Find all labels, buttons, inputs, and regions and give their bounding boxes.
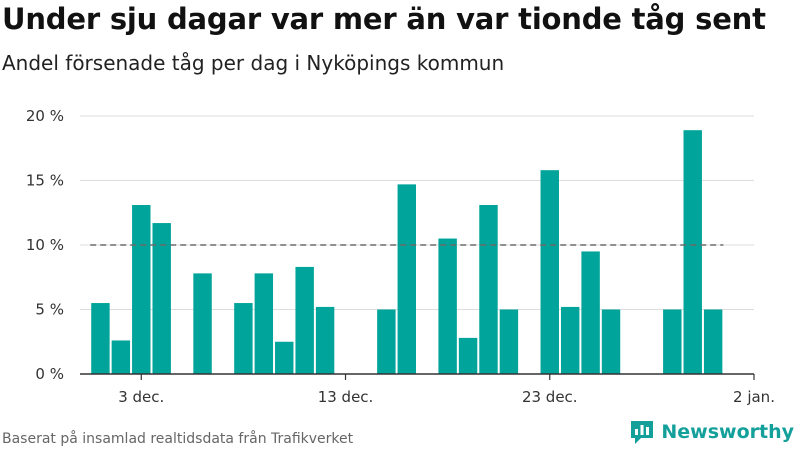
bar <box>560 306 580 374</box>
newsworthy-logo-icon <box>631 421 654 444</box>
chart-title: Under sju dagar var mer än var tionde tå… <box>2 2 766 36</box>
chart-subtitle: Andel försenade tåg per dag i Nyköpings … <box>2 51 505 75</box>
bar <box>458 337 478 374</box>
bar <box>315 306 335 374</box>
bar <box>438 238 457 374</box>
y-tick-label: 20 % <box>26 107 64 125</box>
bar <box>581 251 600 374</box>
bar <box>295 266 314 374</box>
bar <box>479 205 498 374</box>
bar <box>703 309 723 374</box>
source-note: Baserat på insamlad realtidsdata från Tr… <box>2 431 354 447</box>
y-tick-label: 0 % <box>35 365 64 383</box>
bar <box>601 309 621 374</box>
y-tick-label: 5 % <box>35 301 64 319</box>
bars <box>91 130 723 374</box>
x-tick-label: 23 dec. <box>522 388 578 406</box>
bar <box>683 130 702 374</box>
y-axis-labels: 0 % 5 % 10 % 15 % 20 % <box>26 107 64 383</box>
bar <box>193 273 212 374</box>
bar <box>91 303 110 374</box>
bar <box>111 340 131 374</box>
x-tick-label: 2 jan. <box>733 388 775 406</box>
bar <box>377 309 396 374</box>
x-tick-label: 3 dec. <box>118 388 164 406</box>
bar <box>152 223 171 374</box>
x-tick-label: 13 dec. <box>318 388 374 406</box>
x-axis-ticks: 3 dec. 13 dec. 23 dec. 2 jan. <box>118 374 775 406</box>
gridlines <box>80 115 754 310</box>
bar <box>397 184 416 374</box>
brand-logo: Newsworthy <box>629 418 794 446</box>
bar <box>132 205 151 374</box>
bar <box>254 273 274 374</box>
bar <box>540 170 559 374</box>
bar <box>234 303 253 374</box>
brand-name: Newsworthy <box>661 421 794 443</box>
bar <box>499 309 519 374</box>
y-tick-label: 15 % <box>26 172 64 190</box>
bar <box>275 341 294 374</box>
y-tick-label: 10 % <box>26 236 64 254</box>
bar <box>663 309 682 374</box>
